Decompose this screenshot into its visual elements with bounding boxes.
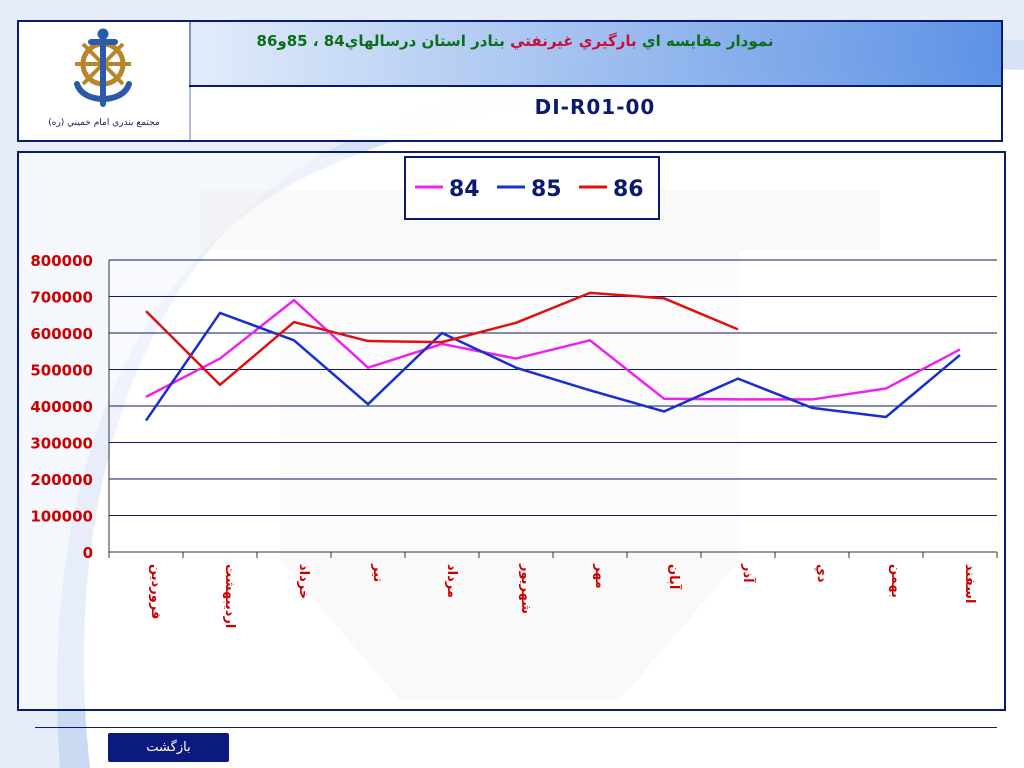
title-part-3: بنادر استان درسالهاي84 ، 85و86 [256,32,505,50]
y-tick-label: 400000 [30,398,93,416]
x-tick-label: تير [370,563,385,582]
x-tick-label: آبان [666,564,683,590]
x-tick-label: شهريور [518,563,533,614]
footer-divider [35,727,997,728]
back-button[interactable]: بازگشت [108,733,229,762]
legend-label: 85 [531,177,562,202]
x-tick-label: بهمن [888,564,903,598]
chart-frame: 0 100000 200000 300000 400000 500000 600000 700… [17,151,1006,711]
title-part-2: بارگيري غيرنفتي [510,32,637,50]
x-tick-label: دي [814,564,829,583]
x-tick-label: ارديبهشت [222,564,237,628]
x-tick-label: فروردين [148,564,163,619]
legend-label: 86 [613,177,644,202]
y-tick-label: 0 [83,544,93,562]
series-85-line [144,311,961,422]
anchor-logo-icon [74,28,132,107]
y-tick-label: 500000 [30,362,93,380]
header-box: مجتمع بندري امام خميني (ره) نمودار مقايس… [17,20,1003,142]
x-tick-label: آذر [740,563,757,583]
x-tick-label: خرداد [296,564,311,599]
y-tick-label: 700000 [30,289,93,307]
legend-box [404,156,660,220]
document-code: DI-R01-00 [534,95,656,119]
y-tick-label: 800000 [30,252,93,270]
x-tick-label: مرداد [444,564,459,598]
page-title: نمودار مقايسه اي بارگيري غيرنفتي بنادر ا… [189,32,841,50]
logo-cell: مجتمع بندري امام خميني (ره) [19,22,191,140]
y-tick-label: 200000 [30,471,93,489]
title-part-1: نمودار مقايسه اي [641,32,774,50]
logo-caption: مجتمع بندري امام خميني (ره) [48,118,160,128]
y-tick-label: 300000 [30,435,93,453]
y-tick-label: 100000 [30,508,93,526]
series-84-line [145,298,961,401]
y-tick-label: 600000 [30,325,93,343]
title-row: نمودار مقايسه اي بارگيري غيرنفتي بنادر ا… [189,22,1001,87]
series-86-line [145,291,739,387]
x-tick-label: اسفند [962,564,977,603]
x-tick-label: مهر [592,563,607,589]
legend-label: 84 [449,177,480,202]
code-row: DI-R01-00 [189,87,1001,140]
line-chart: 0 100000 200000 300000 400000 500000 600000 700… [30,156,998,628]
